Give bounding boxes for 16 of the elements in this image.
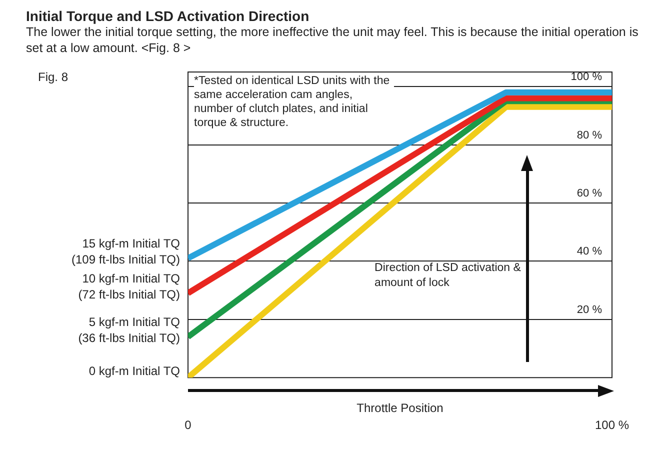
- y-tick-label: 60 %: [576, 188, 602, 200]
- series-label: 0 kgf-m Initial TQ: [88, 364, 180, 378]
- series-label: 5 kgf-m Initial TQ (36 ft-lbs Initial TQ): [78, 315, 180, 346]
- y-tick-label: 100 %: [570, 71, 602, 84]
- y-tick-label: 40 %: [576, 246, 602, 258]
- series-label: 15 kgf-m Initial TQ (109 ft-lbs Initial TQ): [72, 236, 180, 267]
- y-tick-label: 20 %: [576, 304, 602, 316]
- chart-title: Initial Torque and LSD Activation Direction: [26, 8, 310, 24]
- x-axis-title: Throttle Position: [356, 401, 444, 416]
- x-tick-label: 0: [184, 418, 192, 432]
- annotation: Direction of LSD activation & amount of lock: [374, 261, 522, 292]
- caption: Fig. 8: [38, 70, 68, 84]
- y-tick-label: 80 %: [576, 129, 602, 142]
- series-label: 10 kgf-m Initial TQ (72 ft-lbs Initial TQ): [78, 272, 180, 302]
- chart-subtitle: The lower the initial torque setting, the more ineffective the unit may feel. This is because the initial operation is set at a low amount. <Fig. 8 >: [26, 24, 640, 56]
- annotation: *Tested on identical LSD units with the same acceleration cam angles, number of clutch plates, and initial torque & structure.: [194, 74, 394, 130]
